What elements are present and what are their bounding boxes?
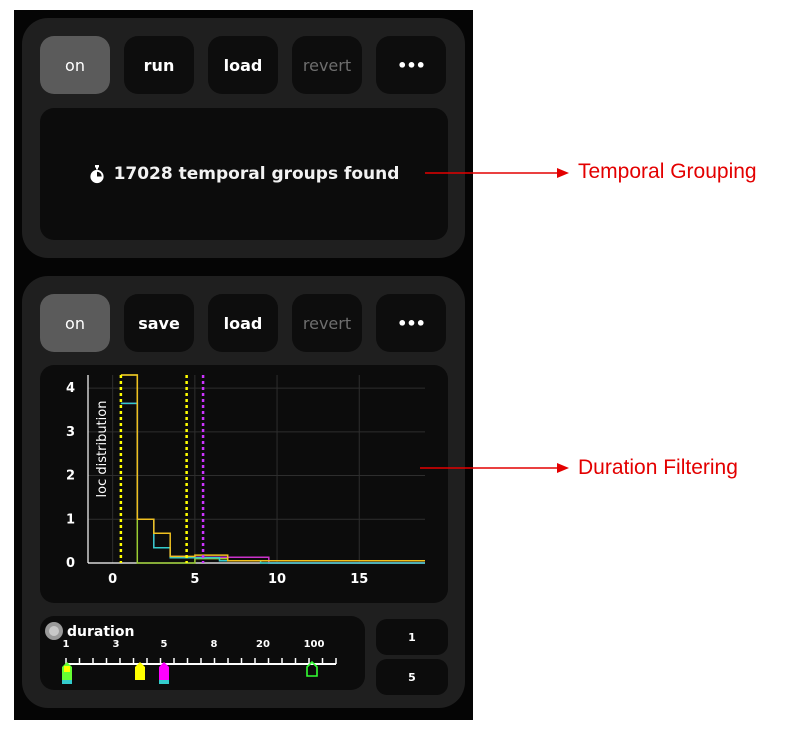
load-button[interactable]: load	[208, 36, 278, 94]
y-tick-label: 2	[66, 469, 75, 484]
slider-handle-cyan[interactable]	[62, 680, 72, 684]
slider-tick-label: 8	[211, 639, 218, 650]
load-button[interactable]: load	[208, 294, 278, 352]
temporal-grouping-label: Temporal Grouping	[578, 160, 757, 183]
duration-filtering-arrow	[420, 463, 569, 473]
slider-handle-yellow-max[interactable]	[135, 662, 145, 680]
histogram-series	[120, 402, 425, 564]
y-tick-label: 3	[66, 425, 75, 440]
x-tick-label: 5	[190, 572, 199, 587]
run-button[interactable]: run	[124, 36, 194, 94]
histogram-chart: 0 1 2 3 4 0 5 10 15 loc distribution	[40, 365, 448, 603]
more-options-button[interactable]: •••	[376, 36, 446, 94]
y-axis-label: loc distribution	[95, 401, 110, 498]
slider-handle-cyan-max[interactable]	[159, 680, 169, 684]
more-options-button[interactable]: •••	[376, 294, 446, 352]
app-window: on run load revert ••• 17028 temporal gr…	[14, 10, 473, 720]
temporal-grouping-arrow	[425, 168, 569, 178]
y-tick-label: 4	[66, 381, 75, 396]
histogram-series	[120, 374, 425, 562]
revert-button[interactable]: revert	[292, 294, 362, 352]
status-text: 17028 temporal groups found	[113, 164, 400, 184]
duration-filtering-panel: on save load revert ••• 0 1 2 3 4 0 5 10 15 loc d…	[22, 276, 465, 708]
slider-handle-green-max[interactable]	[306, 660, 318, 677]
slider-tick-label: 1	[63, 639, 70, 650]
min-value-display[interactable]: 1	[376, 619, 448, 655]
slider-handle-core[interactable]	[64, 666, 70, 672]
on-button[interactable]: on	[40, 36, 110, 94]
histogram-series	[120, 374, 425, 564]
y-tick-label: 0	[66, 556, 75, 571]
slider-tick-label: 5	[161, 639, 168, 650]
x-tick-label: 15	[350, 572, 368, 587]
stopwatch-icon	[89, 164, 104, 183]
histogram-series	[120, 402, 425, 564]
slider-handle-magenta-max[interactable]	[159, 662, 169, 680]
toggle-knob[interactable]	[49, 626, 59, 636]
max-value-display[interactable]: 5	[376, 659, 448, 695]
duration-slider[interactable]: duration 1 3 5 8 20 100	[40, 616, 365, 690]
slider-tick-label: 20	[256, 639, 270, 650]
y-tick-label: 1	[66, 512, 75, 527]
revert-button[interactable]: revert	[292, 36, 362, 94]
chart-canvas: 0 1 2 3 4 0 5 10 15 loc distribution	[66, 374, 425, 587]
duration-filtering-label: Duration Filtering	[578, 456, 738, 479]
on-button[interactable]: on	[40, 294, 110, 352]
status-display: 17028 temporal groups found	[40, 108, 448, 240]
x-tick-label: 10	[268, 572, 286, 587]
x-tick-label: 0	[108, 572, 117, 587]
save-button[interactable]: save	[124, 294, 194, 352]
slider-tick-label: 100	[304, 639, 325, 650]
slider-tick-label: 3	[113, 639, 120, 650]
slider-label: duration	[67, 624, 134, 640]
temporal-grouping-panel: on run load revert ••• 17028 temporal gr…	[22, 18, 465, 258]
